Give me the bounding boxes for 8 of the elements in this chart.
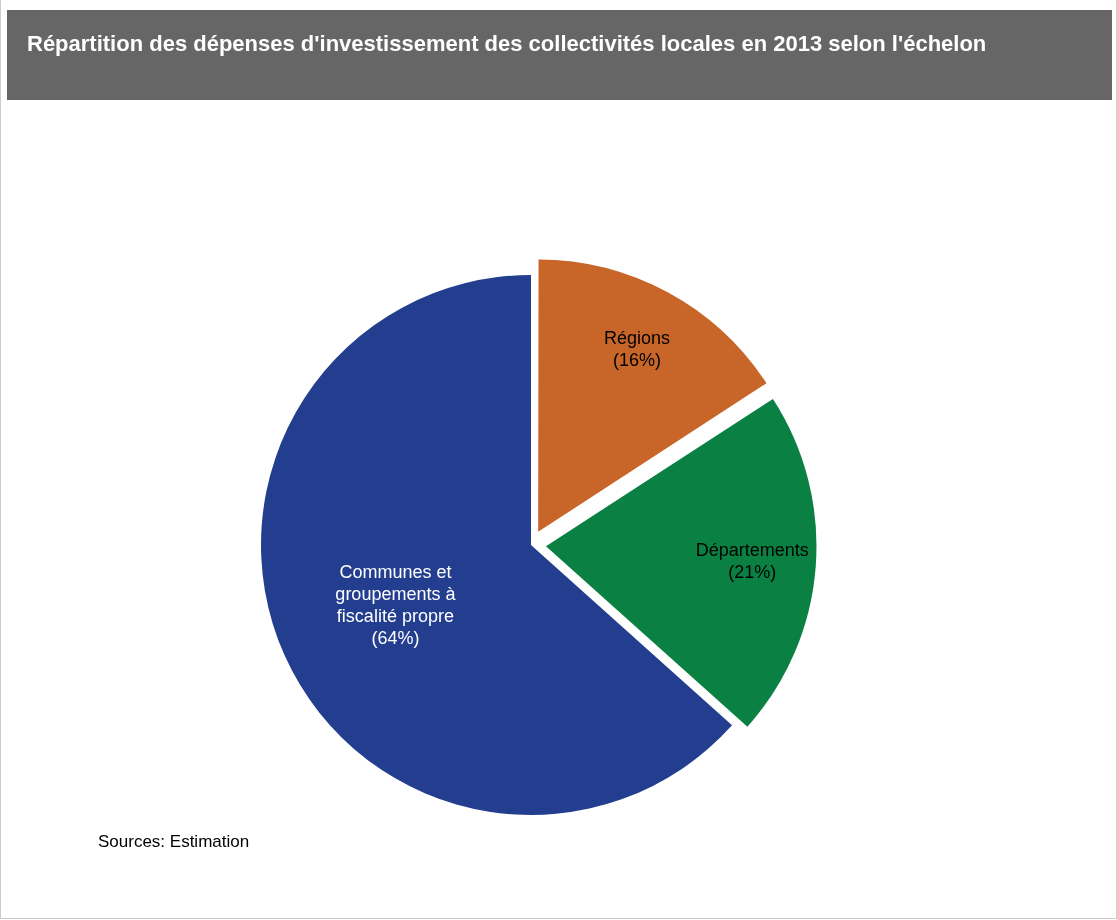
slice-label: Départements [695, 540, 809, 561]
data-label: (21%) [728, 562, 777, 583]
data-label: (64%) [371, 627, 420, 648]
chart-title: Répartition des dépenses d'investissement des collectivités locales en 2013 selon l'échelon [7, 10, 1112, 100]
slice-label: Communes et groupements à fiscalité propre [335, 561, 457, 626]
slice-label: Régions [603, 327, 670, 348]
data-label: (16%) [612, 349, 661, 370]
source-note: Sources: Estimation [98, 832, 250, 852]
